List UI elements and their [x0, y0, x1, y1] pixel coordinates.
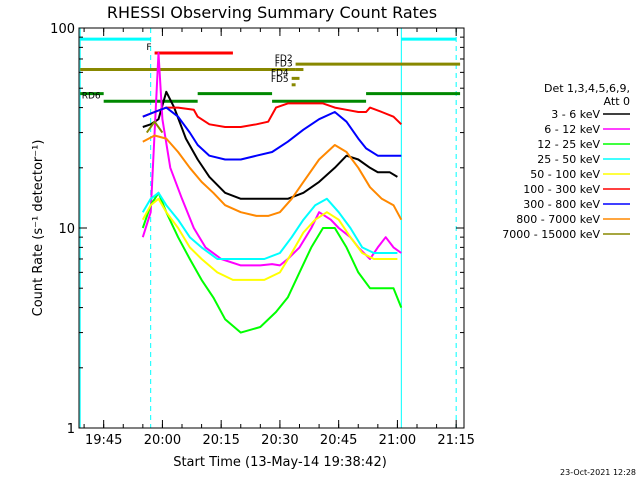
flag-label: FD2: [275, 54, 293, 64]
legend-entry-label: 300 - 800 keV: [523, 198, 600, 211]
series-line: [141, 197, 398, 281]
legend-entry-label: 7000 - 15000 keV: [502, 228, 600, 241]
plot-frame: [78, 27, 465, 429]
x-axis: 19:45 20:00 20:15 20:30 20:45 21:00 21:15: [83, 28, 475, 448]
legend-entry-label: 800 - 7000 keV: [516, 213, 600, 226]
x-tick-label: 20:15: [202, 433, 239, 448]
x-tick-label: 19:45: [85, 433, 122, 448]
flag-label: RD6: [82, 91, 101, 101]
series-line: [141, 191, 398, 260]
x-tick-label: 20:30: [261, 433, 298, 448]
y-tick-label: 100: [50, 22, 75, 37]
series-line: [142, 102, 402, 128]
legend-entry-label: 25 - 50 keV: [537, 153, 600, 166]
series-line: [142, 106, 402, 161]
y-axis: 1 10 100: [50, 22, 464, 437]
series-line: [142, 90, 398, 200]
flag-label: FD4: [271, 68, 289, 78]
y-tick-label: 10: [58, 222, 75, 237]
legend-entry-label: 6 - 12 keV: [544, 123, 600, 136]
y-tick-label: 1: [67, 422, 75, 437]
x-tick-label: 21:00: [379, 433, 416, 448]
legend-entry-label: 100 - 300 keV: [523, 183, 600, 196]
series-line: [141, 191, 403, 334]
legend-entry-label: 50 - 100 keV: [530, 168, 600, 181]
flag-label: RD0: [58, 84, 77, 94]
legend: Det 1,3,4,5,6,9,Att 0 3 - 6 keV 6 - 12 keV…: [502, 82, 630, 241]
x-tick-label: 20:00: [144, 433, 181, 448]
flag-label: FD5: [271, 75, 289, 85]
x-tick-label: 21:15: [437, 433, 474, 448]
series-line: [145, 120, 164, 134]
timestamp: 23-Oct-2021 12:28: [560, 468, 636, 477]
y-axis-label: Count Rate (s⁻¹ detector⁻¹): [31, 140, 46, 317]
x-axis-label: Start Time (13-May-14 19:38:42): [173, 455, 387, 470]
chart-title: RHESSI Observing Summary Count Rates: [107, 3, 437, 22]
flag-label: FD3: [275, 60, 293, 70]
legend-header: Att 0: [604, 95, 630, 108]
series-line: [142, 134, 403, 221]
legend-entry-label: 3 - 6 keV: [551, 108, 600, 121]
legend-entry-label: 12 - 25 keV: [537, 138, 600, 151]
legend-header: Det 1,3,4,5,6,9,: [544, 82, 630, 95]
x-tick-label: 20:45: [320, 433, 357, 448]
flag-label: F: [146, 43, 151, 53]
